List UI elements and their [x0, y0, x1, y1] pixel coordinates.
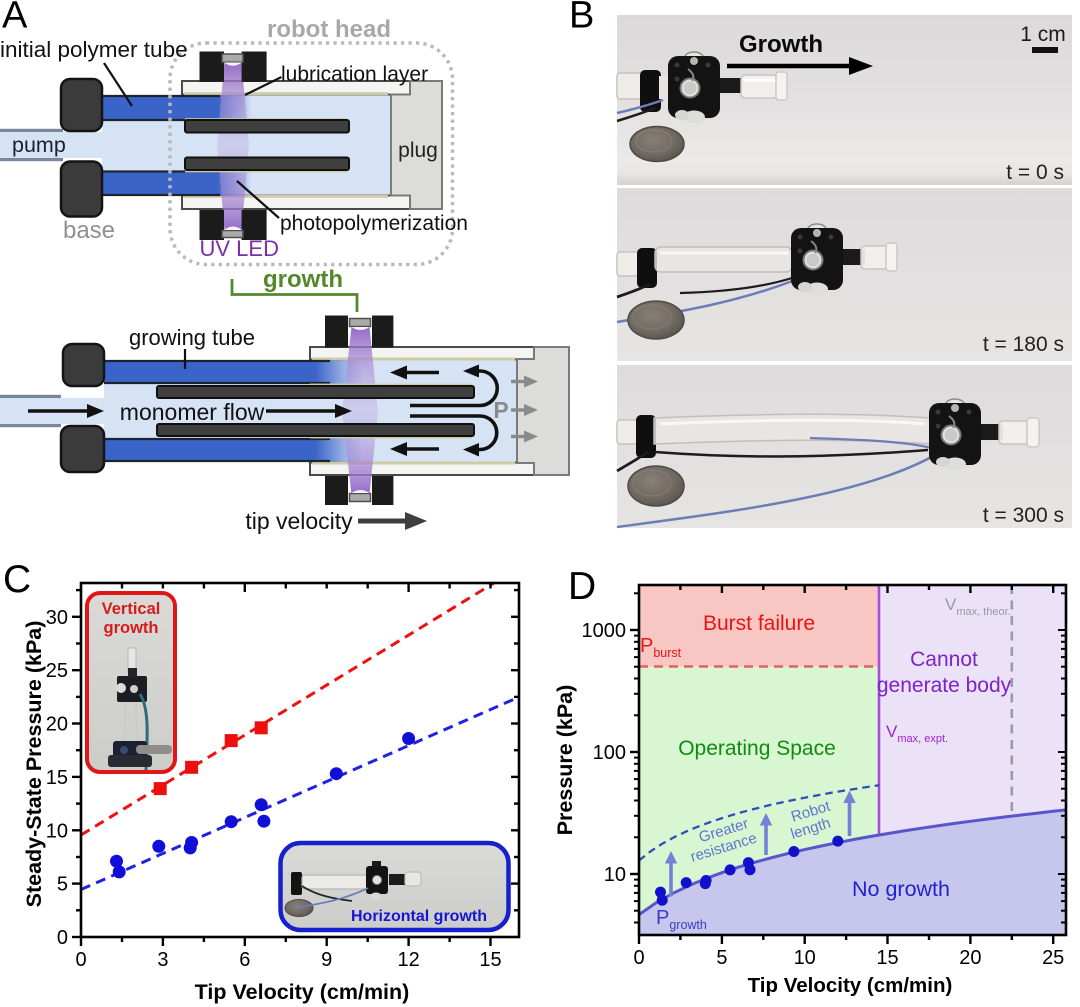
- svg-text:25: 25: [46, 660, 68, 682]
- svg-text:robot head: robot head: [267, 16, 391, 43]
- svg-text:15: 15: [46, 767, 68, 789]
- svg-text:20: 20: [959, 947, 981, 969]
- svg-text:growing tube: growing tube: [129, 325, 255, 350]
- svg-text:Pressure (kPa): Pressure (kPa): [553, 685, 577, 836]
- svg-text:base: base: [63, 217, 115, 244]
- svg-text:UV LED: UV LED: [200, 236, 279, 261]
- svg-text:generate body: generate body: [877, 674, 1012, 697]
- svg-text:B: B: [569, 0, 594, 37]
- svg-text:pump: pump: [12, 133, 66, 157]
- svg-text:6: 6: [239, 949, 250, 971]
- svg-text:Operating Space: Operating Space: [678, 737, 836, 760]
- svg-text:plug: plug: [398, 139, 438, 162]
- svg-text:t = 0 s: t = 0 s: [1006, 161, 1064, 184]
- svg-text:5: 5: [57, 874, 68, 896]
- svg-text:1000: 1000: [582, 620, 627, 642]
- svg-text:Growth: Growth: [739, 31, 823, 58]
- svg-text:t = 180 s: t = 180 s: [983, 333, 1064, 356]
- svg-text:Cannot: Cannot: [910, 648, 978, 671]
- svg-text:10: 10: [604, 864, 626, 886]
- svg-text:growth: growth: [263, 266, 343, 293]
- svg-text:D: D: [568, 565, 596, 608]
- svg-text:Vertical: Vertical: [102, 600, 161, 618]
- svg-text:0: 0: [57, 927, 68, 949]
- svg-text:A: A: [2, 0, 28, 37]
- svg-text:Steady-State Pressure (kPa): Steady-State Pressure (kPa): [22, 621, 46, 908]
- svg-text:0: 0: [75, 949, 86, 971]
- svg-text:initial polymer tube: initial polymer tube: [0, 37, 188, 62]
- svg-text:lubrication layer: lubrication layer: [281, 63, 428, 86]
- svg-text:0: 0: [633, 947, 644, 969]
- svg-text:Burst failure: Burst failure: [703, 612, 815, 635]
- svg-text:1 cm: 1 cm: [1020, 23, 1066, 46]
- svg-text:growth: growth: [104, 619, 159, 637]
- svg-text:3: 3: [157, 949, 168, 971]
- svg-text:100: 100: [593, 742, 626, 764]
- svg-text:15: 15: [876, 947, 898, 969]
- svg-text:20: 20: [46, 714, 68, 736]
- svg-text:30: 30: [46, 607, 68, 629]
- svg-text:10: 10: [46, 820, 68, 842]
- svg-text:Tip Velocity (cm/min): Tip Velocity (cm/min): [195, 980, 410, 1004]
- svg-text:monomer flow: monomer flow: [120, 399, 265, 425]
- svg-text:9: 9: [321, 949, 332, 971]
- svg-text:photopolymerization: photopolymerization: [280, 212, 468, 235]
- svg-text:C: C: [3, 558, 31, 601]
- svg-text:No growth: No growth: [852, 877, 950, 901]
- svg-text:12: 12: [397, 949, 419, 971]
- svg-text:P: P: [493, 397, 508, 423]
- svg-text:Tip Velocity (cm/min): Tip Velocity (cm/min): [748, 974, 953, 997]
- svg-text:15: 15: [479, 949, 501, 971]
- svg-text:5: 5: [716, 947, 727, 969]
- svg-text:25: 25: [1042, 947, 1064, 969]
- svg-text:tip velocity: tip velocity: [245, 508, 353, 534]
- svg-text:t = 300 s: t = 300 s: [983, 504, 1064, 527]
- svg-text:10: 10: [794, 947, 816, 969]
- svg-text:Horizontal growth: Horizontal growth: [351, 908, 487, 925]
